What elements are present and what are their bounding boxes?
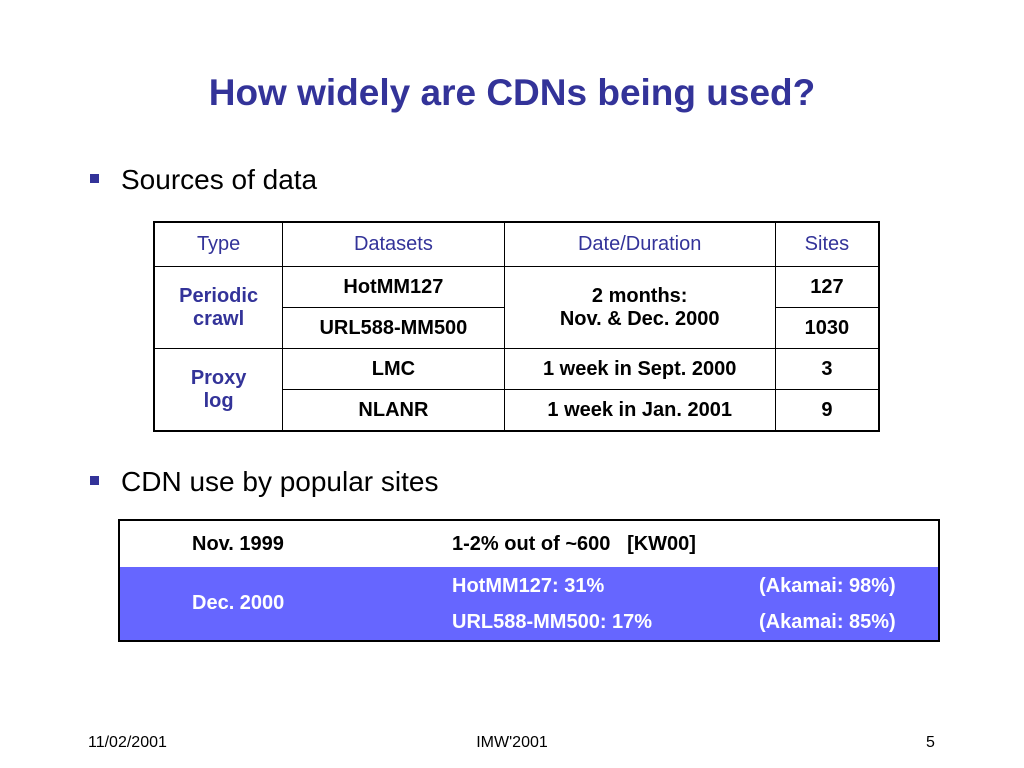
sources-table: Type Datasets Date/Duration Sites Period… [153,221,880,432]
type-line: crawl [193,307,245,330]
bullet: CDN use by popular sites [90,466,438,498]
row: Nov. 1999 1-2% out of ~600 [KW00] [119,520,939,567]
type-cell: Proxy log [153,348,284,432]
dataset-cell: LMC [282,348,505,390]
usage-table: Nov. 1999 1-2% out of ~600 [KW00] Dec. 2… [118,519,940,642]
date-cell: 1 week in Sept. 2000 [503,348,776,390]
type-cell: Periodic crawl [153,266,284,349]
header-cell: Sites [774,221,880,267]
footer-event: IMW'2001 [476,734,548,751]
dataset-cell: HotMM127 [282,266,505,308]
type-line: Proxy [190,366,247,389]
date-line: 2 months: [591,284,688,307]
row: NLANR 1 week in Jan. 2001 9 [154,389,880,432]
period-cell: Nov. 1999 [119,520,452,567]
entry-note: (Akamai: 98%) [759,574,896,597]
type-line: Periodic [179,284,259,307]
bullet-text: CDN use by popular sites [121,466,439,497]
bullet: Sources of data [90,164,317,196]
entry-line: 1-2% out of ~600 [KW00] [452,526,938,562]
footer-date: 11/02/2001 [88,734,167,751]
entry-cell: HotMM127: 31% (Akamai: 98%) URL588-MM500:… [452,567,939,641]
dataset-cell: URL588-MM500 [282,307,505,349]
row: Periodic crawl HotMM127 2 months: Nov. & D… [153,266,880,349]
sites-cell: 1030 [774,307,880,349]
date-cell: 1 week in Jan. 2001 [503,389,776,432]
row: URL588-MM500 1030 [154,307,880,349]
row: Dec. 2000 HotMM127: 31% (Akamai: 98%) URL… [119,567,939,641]
entry-line: URL588-MM500: 17% (Akamai: 85%) [452,604,938,640]
entry-text: HotMM127: 31% [452,574,605,597]
date-cell: 2 months: Nov. & Dec. 2000 [503,266,776,349]
type-line: log [203,389,234,412]
sites-cell: 127 [774,266,880,308]
period-cell: Dec. 2000 [119,567,452,641]
bullet-text: Sources of data [121,164,318,195]
entry-note: [KW00] [627,533,696,555]
entry-text: 1-2% out of ~600 [452,533,611,555]
entry-text: URL588-MM500: 17% [452,610,653,633]
header-cell: Date/Duration [503,221,776,267]
slide-title: How widely are CDNs being used? [208,72,816,113]
entry-line: HotMM127: 31% (Akamai: 98%) [452,568,938,604]
date-line: Nov. & Dec. 2000 [559,307,720,330]
entry-cell: 1-2% out of ~600 [KW00] [452,520,939,567]
header-cell: Type [153,221,284,267]
sites-cell: 3 [774,348,880,390]
header-row: Type Datasets Date/Duration Sites [153,221,880,267]
header-cell: Datasets [282,221,505,267]
entry-note: (Akamai: 85%) [759,610,896,633]
dataset-cell: NLANR [282,389,505,432]
page-number: 5 [926,734,935,751]
row: Proxy log LMC 1 week in Sept. 2000 3 [153,348,880,432]
sites-cell: 9 [774,389,880,432]
